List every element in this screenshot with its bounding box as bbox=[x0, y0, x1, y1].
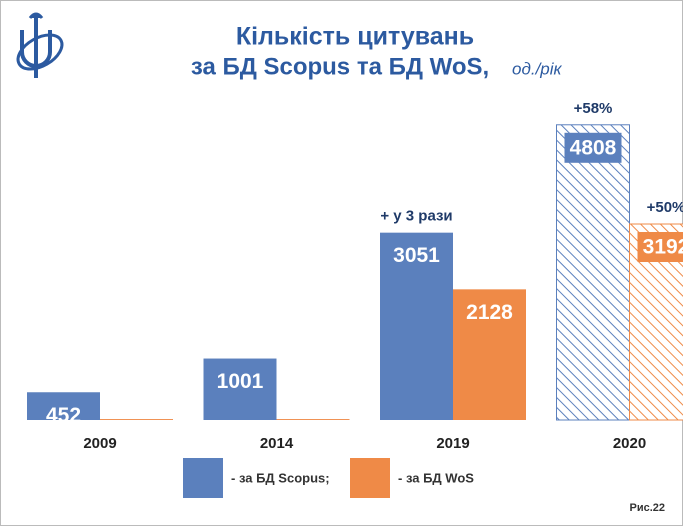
value-label: 3192 bbox=[643, 236, 683, 259]
bar bbox=[557, 125, 630, 420]
chart-subtitle: за БД Scopus та БД WoS, bbox=[191, 53, 489, 80]
x-tick-label: 2014 bbox=[260, 435, 294, 452]
bar bbox=[100, 419, 173, 420]
value-label: 2128 bbox=[466, 301, 513, 324]
legend-swatch bbox=[350, 458, 390, 498]
unit: од./рік bbox=[512, 59, 563, 78]
legend-label: - за БД Scopus; bbox=[231, 470, 330, 485]
x-tick-label: 2009 bbox=[83, 435, 116, 452]
annotation: + у 3 рази bbox=[380, 208, 452, 225]
annotation: +50% bbox=[647, 199, 683, 216]
annotation: +58% bbox=[574, 100, 613, 117]
chart-title: Кількість цитувань bbox=[236, 23, 474, 51]
value-label: 1001 bbox=[217, 370, 264, 393]
legend-label: - за БД WoS bbox=[398, 470, 474, 485]
value-label: 3051 bbox=[393, 244, 440, 267]
figure-label: Рис.22 bbox=[629, 502, 665, 514]
legend-swatch bbox=[183, 458, 223, 498]
bar bbox=[277, 419, 350, 420]
value-label: 452 bbox=[46, 404, 81, 427]
x-tick-label: 2019 bbox=[436, 435, 469, 452]
value-label: 4808 bbox=[570, 136, 617, 159]
x-tick-label: 2020 bbox=[613, 435, 646, 452]
